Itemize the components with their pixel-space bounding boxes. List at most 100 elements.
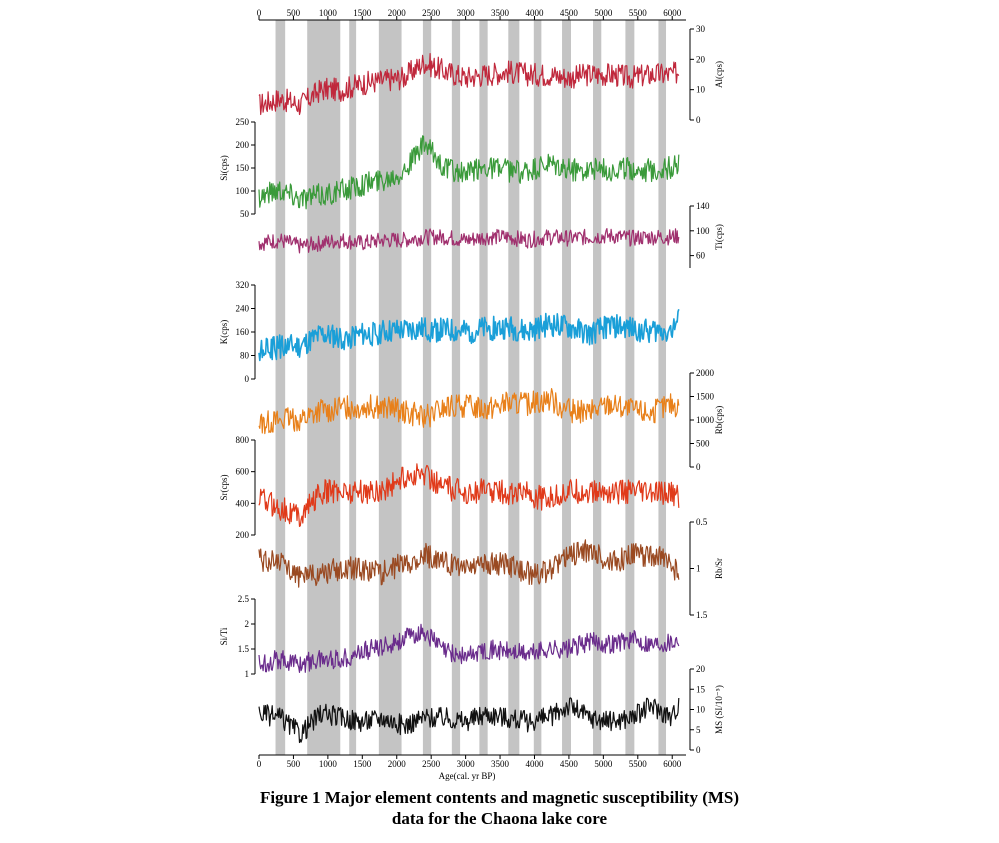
x-tick-label-bottom: 2500 [422, 759, 441, 769]
x-tick-label-top: 5500 [629, 8, 648, 18]
shaded-interval-0 [275, 20, 286, 755]
chart-frame: 0 500 1000 1500 2000 2500 3000 3500 4000 4500 5000… [257, 8, 686, 769]
series-k-y-tick-label: 0 [245, 374, 250, 384]
series-siti-axis-label: Si/Ti [219, 627, 229, 645]
series-ti-y-tick-label: 100 [696, 226, 710, 236]
x-tick-label-bottom: 1000 [319, 759, 338, 769]
x-tick-label-bottom: 5500 [629, 759, 648, 769]
series-al-y-tick-label: 30 [696, 24, 706, 34]
x-tick-label-bottom: 3500 [491, 759, 510, 769]
shaded-interval-12 [658, 20, 667, 755]
shaded-interval-9 [562, 20, 571, 755]
series-k-line [258, 308, 680, 362]
series-siti-line [258, 623, 680, 674]
x-tick-label-top: 4500 [560, 8, 579, 18]
figure-caption: Figure 1 Major element contents and magn… [0, 787, 999, 829]
x-tick-label-bottom: 5000 [594, 759, 613, 769]
series-si-y-tick-label: 200 [236, 140, 250, 150]
x-tick-label-bottom: 0 [257, 759, 262, 769]
series-si-line [258, 135, 680, 210]
x-tick-label-bottom: 6000 [663, 759, 682, 769]
shaded-interval-8 [533, 20, 542, 755]
series-rb-line [258, 388, 680, 435]
series-layer [258, 52, 680, 744]
series-al-y-tick-label: 0 [696, 115, 701, 125]
x-axis-label: Age(cal. yr BP) [439, 771, 496, 781]
axes-layer: 0102030Al(cps)50100150200250Si(cps)60100… [219, 24, 724, 755]
series-ms-y-tick-label: 5 [696, 725, 701, 735]
x-tick-label-top: 5000 [594, 8, 613, 18]
series-ms-y-tick-label: 20 [696, 664, 706, 674]
series-al-line [258, 52, 680, 116]
series-sr-y-tick-label: 200 [236, 530, 250, 540]
x-tick-label-top: 6000 [663, 8, 682, 18]
shaded-intervals [275, 20, 667, 755]
series-al-y-tick-label: 20 [696, 54, 706, 64]
caption-line-1: Figure 1 Major element contents and magn… [259, 788, 740, 807]
series-al-axis-label: Al(cps) [714, 61, 724, 88]
caption-line-2: data for the Chaona lake core [391, 809, 608, 828]
x-tick-label-top: 2500 [422, 8, 441, 18]
x-tick-label-top: 3000 [457, 8, 476, 18]
series-ti-y-tick-label: 60 [696, 251, 706, 261]
shaded-interval-10 [593, 20, 602, 755]
shaded-interval-5 [451, 20, 461, 755]
series-k-axis-label: K(cps) [219, 320, 229, 345]
series-sr-y-tick-label: 600 [236, 467, 250, 477]
series-si-y-tick-label: 100 [236, 186, 250, 196]
x-tick-label-top: 1500 [353, 8, 372, 18]
series-si-y-tick-label: 50 [240, 209, 250, 219]
x-tick-label-top: 2000 [388, 8, 407, 18]
shaded-interval-7 [508, 20, 520, 755]
series-ms-y-tick-label: 10 [696, 705, 706, 715]
series-si-y-tick-label: 150 [236, 163, 250, 173]
x-tick-label-bottom: 2000 [388, 759, 407, 769]
series-si-y-tick-label: 250 [236, 117, 250, 127]
series-k-y-tick-label: 320 [236, 280, 250, 290]
series-sr-line [258, 463, 680, 528]
x-tick-label-bottom: 4500 [560, 759, 579, 769]
shaded-interval-1 [307, 20, 341, 755]
series-rbsr-axis-label: Rb/Sr [714, 558, 724, 579]
shaded-interval-6 [479, 20, 488, 755]
series-rb-y-tick-label: 2000 [696, 368, 715, 378]
series-ms-y-tick-label: 15 [696, 684, 706, 694]
series-ti-y-tick-label: 140 [696, 201, 710, 211]
series-ti-axis-label: Ti(cps) [714, 224, 724, 250]
series-al-y-tick-label: 10 [696, 85, 706, 95]
series-k-y-tick-label: 160 [236, 327, 250, 337]
series-ms-line [258, 697, 680, 744]
series-rb-y-tick-label: 500 [696, 439, 710, 449]
x-tick-label-bottom: 500 [287, 759, 301, 769]
x-tick-label-top: 0 [257, 8, 262, 18]
series-rbsr-y-tick-label: 0.5 [696, 517, 708, 527]
series-ms-axis-label: MS (SI/10⁻⁵) [714, 685, 724, 734]
series-siti-y-tick-label: 2 [245, 619, 250, 629]
series-si-axis-label: Si(cps) [219, 155, 229, 181]
series-siti-y-tick-label: 1 [245, 669, 250, 679]
series-siti-y-tick-label: 1.5 [238, 644, 250, 654]
x-tick-label-top: 500 [287, 8, 301, 18]
series-rb-y-tick-label: 1000 [696, 415, 715, 425]
series-sr-y-tick-label: 400 [236, 498, 250, 508]
x-tick-label-top: 1000 [319, 8, 338, 18]
shaded-interval-4 [422, 20, 432, 755]
shaded-interval-2 [349, 20, 357, 755]
series-rb-axis-label: Rb(cps) [714, 406, 724, 435]
x-tick-label-bottom: 3000 [457, 759, 476, 769]
series-rb-y-tick-label: 1500 [696, 392, 715, 402]
series-siti-y-tick-label: 2.5 [238, 594, 250, 604]
series-ti-line [258, 228, 680, 254]
series-sr-y-tick-label: 800 [236, 435, 250, 445]
x-tick-label-bottom: 1500 [353, 759, 372, 769]
shaded-interval-11 [625, 20, 635, 755]
series-sr-axis-label: Sr(cps) [219, 475, 229, 501]
series-ms-y-tick-label: 0 [696, 745, 701, 755]
series-k-y-tick-label: 240 [236, 304, 250, 314]
x-tick-label-top: 4000 [525, 8, 544, 18]
series-k-y-tick-label: 80 [240, 351, 250, 361]
series-rbsr-line [258, 539, 680, 588]
x-tick-label-bottom: 4000 [525, 759, 544, 769]
series-rbsr-y-tick-label: 1.5 [696, 610, 708, 620]
